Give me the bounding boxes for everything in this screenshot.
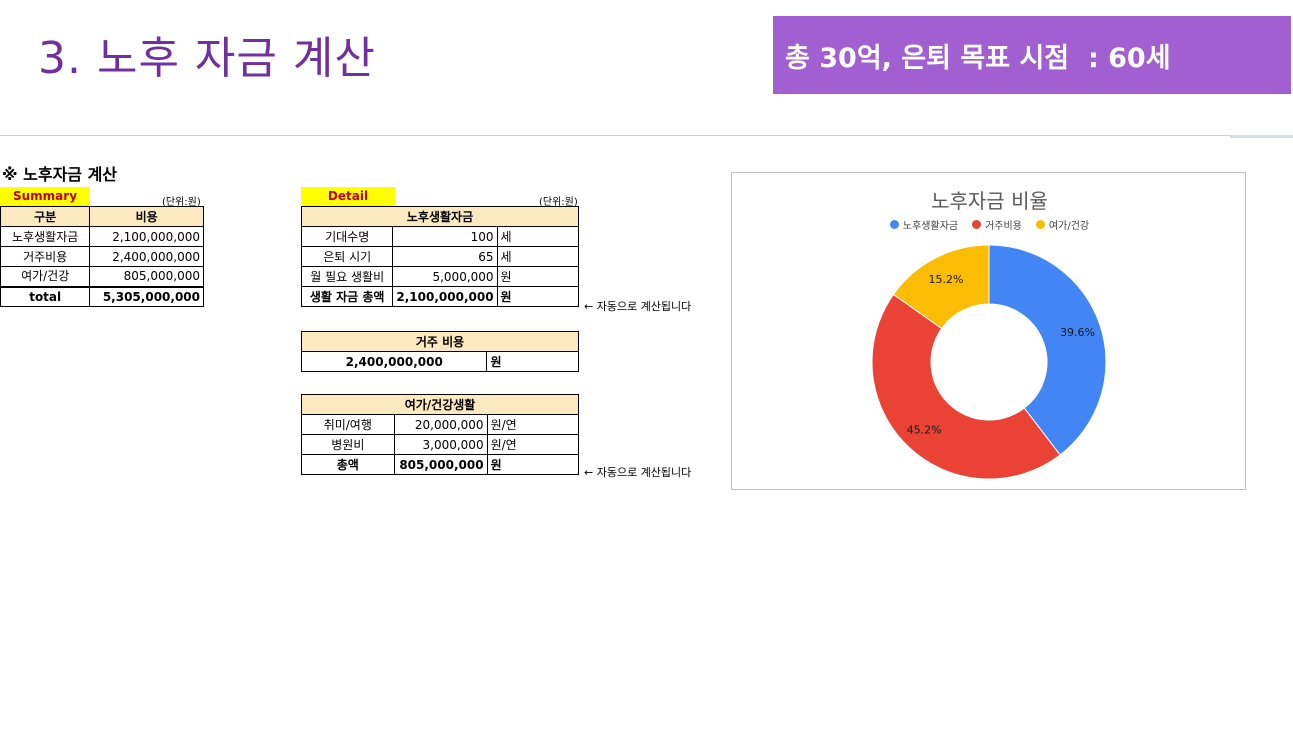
- table-row: 여가/건강 805,000,000: [0, 266, 204, 287]
- legend-item: 여가/건강: [1035, 217, 1090, 232]
- summary-value[interactable]: 2,400,000,000: [89, 246, 204, 267]
- grid-line: [0, 135, 1230, 136]
- donut-chart[interactable]: 노후자금 비율 노후생활자금 거주비용 여가/건강 39.6% 45.2% 15.2…: [731, 172, 1246, 490]
- slice-leisure-health[interactable]: [892, 244, 990, 330]
- living-header: 노후생활자금: [301, 206, 579, 227]
- grid-scroll-accent: [1230, 135, 1293, 138]
- housing-table: 거주 비용 2,400,000,000 원: [300, 331, 579, 372]
- living-unit[interactable]: 세: [496, 246, 580, 267]
- summary-value[interactable]: 805,000,000: [89, 266, 204, 287]
- summary-tag: Summary: [0, 187, 90, 206]
- living-unit[interactable]: 원: [496, 266, 580, 287]
- leisure-unit[interactable]: 원/연: [486, 414, 580, 435]
- table-row-total: 생활 자금 총액 2,100,000,000 원: [300, 286, 580, 307]
- summary-label[interactable]: 여가/건강: [0, 266, 91, 287]
- table-row-total: 총액 805,000,000 원: [301, 454, 580, 475]
- leisure-total-value[interactable]: 805,000,000: [393, 454, 488, 475]
- leisure-label[interactable]: 취미/여행: [301, 414, 395, 435]
- slice-housing[interactable]: [871, 293, 1061, 480]
- summary-unit: (단위:원): [162, 197, 201, 208]
- living-value[interactable]: 5,000,000: [392, 266, 498, 287]
- legend-label: 노후생활자금: [902, 221, 959, 232]
- slice-data-label: 45.2%: [907, 423, 942, 436]
- legend-dot: [972, 220, 982, 229]
- goal-banner: 총 30억, 은퇴 목표 시점 : 60세: [773, 16, 1291, 94]
- table-row: 병원비 3,000,000 원/연: [301, 434, 580, 455]
- living-unit[interactable]: 세: [496, 226, 580, 247]
- summary-header-cost: 비용: [89, 206, 204, 227]
- detail-tag: Detail: [301, 187, 395, 206]
- donut-svg: 39.6% 45.2% 15.2%: [871, 244, 1107, 480]
- living-label[interactable]: 기대수명: [300, 226, 394, 247]
- table-row-total: total 5,305,000,000: [0, 285, 204, 307]
- table-row: 기대수명 100 세: [300, 226, 580, 247]
- living-label[interactable]: 은퇴 시기: [300, 246, 394, 267]
- legend-label: 거주비용: [985, 221, 1022, 232]
- table-row: 월 필요 생활비 5,000,000 원: [300, 266, 580, 287]
- summary-total-value[interactable]: 5,305,000,000: [89, 285, 204, 307]
- living-value[interactable]: 65: [392, 246, 498, 267]
- slice-retirement-living[interactable]: [988, 244, 1107, 456]
- housing-unit[interactable]: 원: [486, 351, 579, 372]
- leisure-label[interactable]: 병원비: [301, 434, 395, 455]
- leisure-value[interactable]: 3,000,000: [393, 434, 488, 455]
- legend-dot: [1035, 220, 1045, 229]
- detail-unit: (단위:원): [539, 197, 578, 208]
- leisure-total-unit[interactable]: 원: [486, 454, 580, 475]
- summary-label[interactable]: 거주비용: [0, 246, 91, 267]
- leisure-table: 여가/건강생활 취미/여행 20,000,000 원/연 병원비 3,000,0…: [301, 394, 580, 475]
- living-total-value[interactable]: 2,100,000,000: [392, 286, 498, 307]
- spreadsheet-area: ※ 노후자금 계산 Summary (단위:원) 구분 비용 노후생활자금 2,…: [0, 135, 1293, 505]
- table-row: 거주비용 2,400,000,000: [0, 246, 204, 267]
- housing-header: 거주 비용: [301, 331, 579, 352]
- slice-data-label: 15.2%: [929, 273, 964, 286]
- auto-calc-note: ← 자동으로 계산됩니다: [584, 466, 692, 479]
- table-row: 은퇴 시기 65 세: [300, 246, 580, 267]
- living-total-label[interactable]: 생활 자금 총액: [300, 286, 394, 307]
- leisure-unit[interactable]: 원/연: [486, 434, 580, 455]
- leisure-value[interactable]: 20,000,000: [393, 414, 488, 435]
- living-value[interactable]: 100: [392, 226, 498, 247]
- summary-value[interactable]: 2,100,000,000: [89, 226, 204, 247]
- table-row: 취미/여행 20,000,000 원/연: [301, 414, 580, 435]
- chart-title: 노후자금 비율: [931, 189, 1048, 213]
- summary-total-label[interactable]: total: [0, 285, 91, 307]
- legend-dot: [889, 220, 899, 229]
- housing-value[interactable]: 2,400,000,000: [300, 351, 488, 372]
- slide-title: 3. 노후 자금 계산: [38, 33, 376, 84]
- auto-calc-note: ← 자동으로 계산됩니다: [584, 300, 692, 313]
- chart-legend: 노후생활자금 거주비용 여가/건강: [732, 217, 1247, 232]
- sheet-title: ※ 노후자금 계산: [2, 165, 118, 184]
- leisure-header: 여가/건강생활: [301, 394, 579, 415]
- legend-item: 거주비용: [972, 217, 1022, 232]
- legend-item: 노후생활자금: [889, 217, 959, 232]
- living-label[interactable]: 월 필요 생활비: [300, 266, 394, 287]
- legend-label: 여가/건강: [1048, 221, 1090, 232]
- table-row: 노후생활자금 2,100,000,000: [0, 226, 204, 247]
- summary-label[interactable]: 노후생활자금: [0, 226, 91, 247]
- living-total-unit[interactable]: 원: [496, 286, 580, 307]
- slice-data-label: 39.6%: [1060, 326, 1095, 339]
- table-row: 2,400,000,000 원: [300, 351, 579, 372]
- living-table: 노후생활자금 기대수명 100 세 은퇴 시기 65 세 월 필요 생활비 5,…: [300, 206, 580, 307]
- summary-table: 구분 비용 노후생활자금 2,100,000,000 거주비용 2,400,00…: [0, 206, 204, 307]
- summary-header-category: 구분: [0, 206, 91, 227]
- leisure-total-label[interactable]: 총액: [301, 454, 395, 475]
